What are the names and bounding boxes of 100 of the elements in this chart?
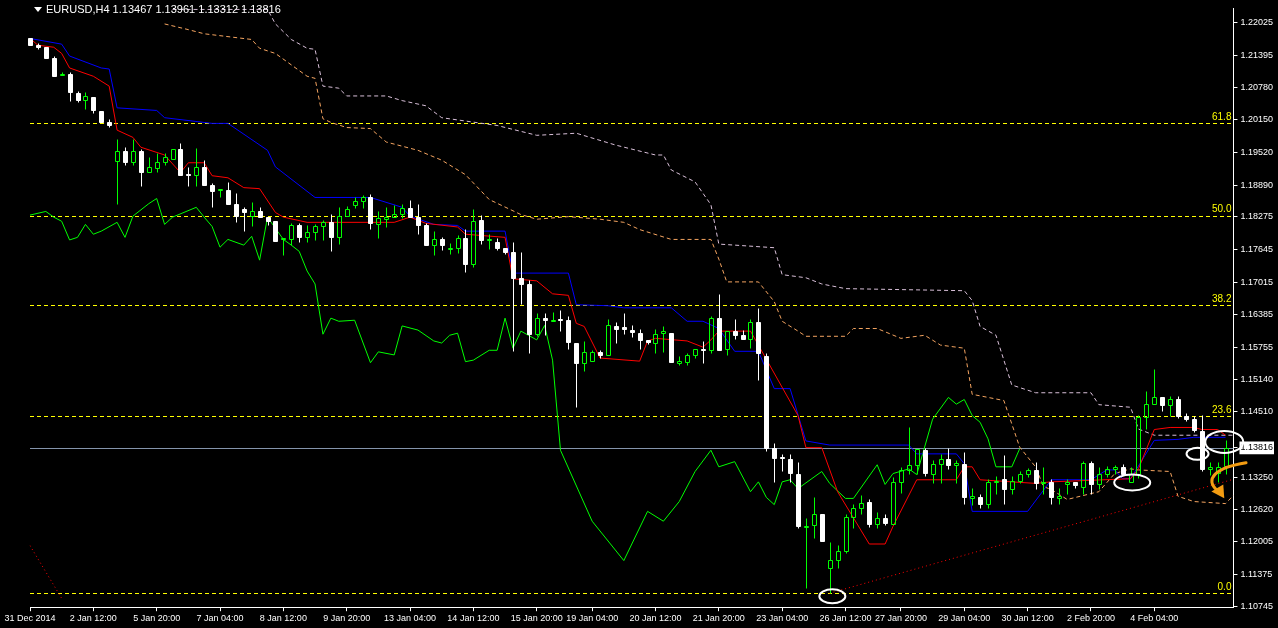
candlestick bbox=[954, 460, 959, 484]
candlestick bbox=[1144, 391, 1149, 430]
x-tick-label: 2 Jan 12:00 bbox=[69, 613, 117, 624]
candlestick bbox=[1049, 479, 1054, 505]
candlestick bbox=[725, 331, 730, 356]
candlestick bbox=[788, 454, 793, 483]
candlestick bbox=[1002, 455, 1007, 505]
candlestick bbox=[68, 72, 73, 102]
y-tick-label: 1.10745 bbox=[1240, 601, 1274, 612]
candlestick bbox=[1073, 482, 1078, 489]
x-tick-label: 29 Jan 04:00 bbox=[938, 613, 991, 624]
candlestick bbox=[558, 310, 563, 332]
candlestick bbox=[487, 234, 492, 250]
candlestick bbox=[337, 207, 342, 245]
y-tick-label: 1.22025 bbox=[1240, 17, 1274, 28]
candlestick bbox=[1160, 397, 1165, 412]
x-tick-label: 15 Jan 20:00 bbox=[510, 613, 563, 624]
candlestick bbox=[701, 341, 706, 364]
candlestick bbox=[186, 167, 191, 187]
candlestick bbox=[970, 488, 975, 506]
annotation: 61.8 bbox=[1212, 111, 1232, 123]
candlestick bbox=[582, 341, 587, 372]
candlestick bbox=[859, 495, 864, 515]
candlestick bbox=[574, 343, 579, 408]
candlestick bbox=[28, 38, 33, 46]
candlestick bbox=[622, 313, 627, 335]
candlestick bbox=[733, 319, 738, 340]
candlestick bbox=[915, 449, 920, 475]
annotation: 50.0 bbox=[1212, 203, 1232, 215]
candlestick bbox=[717, 294, 722, 351]
x-tick-label: 21 Jan 20:00 bbox=[692, 613, 745, 624]
candlestick bbox=[131, 139, 136, 166]
candlestick bbox=[194, 148, 199, 187]
candlestick bbox=[1034, 462, 1039, 490]
y-tick-label: 1.12620 bbox=[1240, 504, 1274, 515]
candlestick bbox=[1057, 488, 1062, 505]
candlestick bbox=[329, 214, 334, 252]
candlestick bbox=[463, 229, 468, 273]
candlestick bbox=[946, 448, 951, 470]
candlestick bbox=[1208, 462, 1213, 476]
candlestick bbox=[376, 211, 381, 239]
candlestick bbox=[899, 467, 904, 494]
candlestick bbox=[693, 349, 698, 359]
y-tick-label: 1.18275 bbox=[1240, 211, 1274, 222]
y-tick-label: 1.11375 bbox=[1240, 568, 1273, 579]
candlestick bbox=[519, 252, 524, 305]
x-tick-label: 14 Jan 12:00 bbox=[447, 613, 500, 624]
candlestick bbox=[91, 97, 96, 114]
y-tick-label: 1.13250 bbox=[1240, 471, 1274, 482]
candlestick bbox=[543, 313, 548, 336]
candlestick bbox=[1152, 369, 1157, 405]
candlestick bbox=[566, 316, 571, 350]
candlestick bbox=[1097, 467, 1102, 490]
candlestick bbox=[242, 207, 247, 232]
candlestick bbox=[907, 427, 912, 475]
candlestick bbox=[796, 462, 801, 529]
candlestick bbox=[931, 460, 936, 484]
candlestick bbox=[1216, 462, 1221, 483]
x-tick-label: 20 Jan 12:00 bbox=[629, 613, 682, 624]
y-tick-label: 1.18890 bbox=[1240, 179, 1274, 190]
y-tick-label: 1.13816 bbox=[1240, 442, 1274, 453]
candlestick bbox=[99, 111, 104, 123]
candlestick bbox=[614, 322, 619, 344]
candlestick bbox=[804, 518, 809, 589]
x-tick-label: 31 Dec 2014 bbox=[4, 613, 56, 624]
y-tick-label: 1.16385 bbox=[1240, 309, 1274, 320]
x-tick-label: 5 Jan 20:00 bbox=[133, 613, 181, 624]
y-tick-label: 1.21395 bbox=[1240, 49, 1274, 60]
candlestick bbox=[147, 157, 152, 173]
candlestick bbox=[994, 476, 999, 495]
candlestick bbox=[962, 452, 967, 505]
candlestick bbox=[218, 189, 223, 198]
chart-title: EURUSD,H4 1.13467 1.13961 1.13312 1.13816 bbox=[46, 3, 281, 15]
y-tick-label: 1.15140 bbox=[1240, 373, 1274, 384]
candlestick bbox=[527, 280, 532, 354]
candlestick bbox=[155, 153, 160, 173]
x-tick-label: 27 Jan 20:00 bbox=[874, 613, 927, 624]
candlestick bbox=[653, 329, 658, 354]
candlestick bbox=[772, 443, 777, 483]
candlestick bbox=[83, 92, 88, 110]
candlestick bbox=[503, 248, 508, 255]
candlestick bbox=[756, 308, 761, 381]
candlestick bbox=[1010, 476, 1015, 495]
x-tick-label: 30 Jan 12:00 bbox=[1001, 613, 1054, 624]
candlestick bbox=[939, 454, 944, 484]
candlestick bbox=[1200, 415, 1205, 472]
candlestick bbox=[281, 238, 286, 256]
candlestick bbox=[44, 47, 49, 59]
candlestick bbox=[321, 220, 326, 241]
candlestick bbox=[1065, 479, 1070, 495]
candlestick bbox=[234, 193, 239, 223]
y-tick-label: 1.20780 bbox=[1240, 81, 1274, 92]
x-tick-label: 2 Feb 20:00 bbox=[1066, 613, 1115, 624]
candlestick bbox=[630, 325, 635, 338]
candlestick bbox=[171, 149, 176, 160]
candlestick bbox=[115, 139, 120, 205]
x-tick-label: 4 Feb 04:00 bbox=[1130, 613, 1179, 624]
candlestick bbox=[1041, 467, 1046, 495]
candlestick bbox=[851, 504, 856, 529]
y-tick-label: 1.14510 bbox=[1240, 406, 1274, 417]
